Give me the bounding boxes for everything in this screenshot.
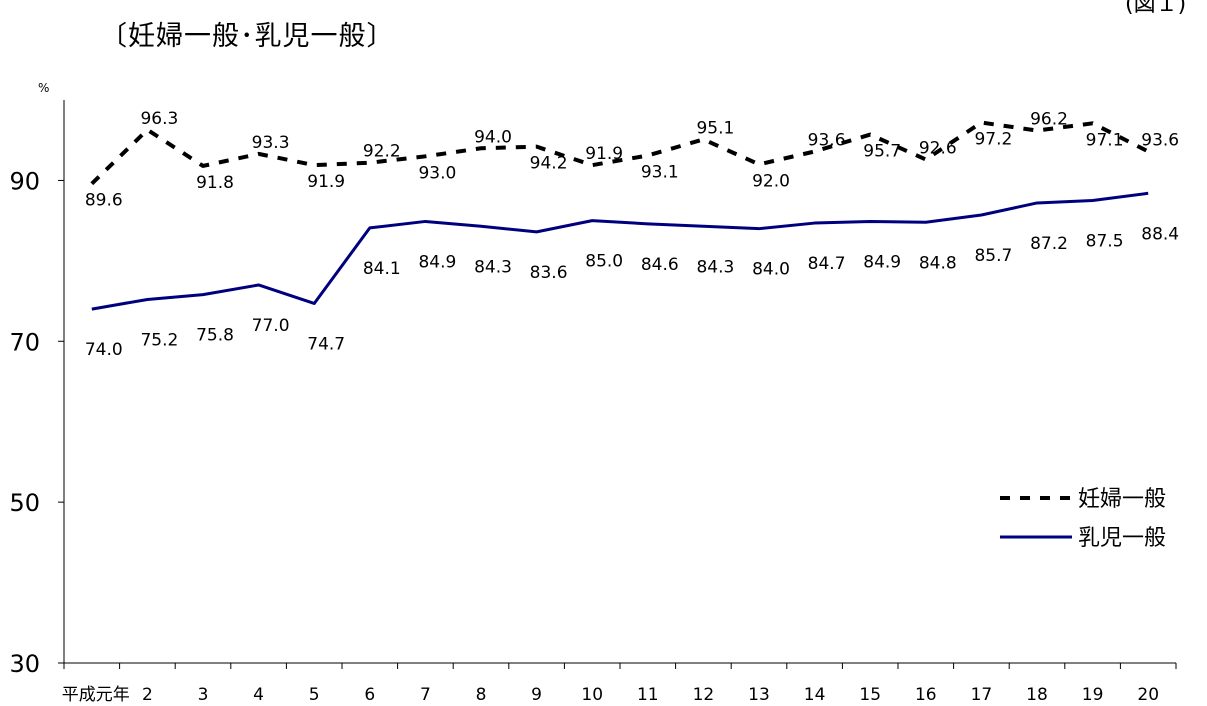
data-label: 85.0: [585, 252, 623, 272]
x-tick-label: 平成元年: [62, 685, 130, 705]
data-label: 94.2: [530, 154, 568, 174]
axes: % 30 50 70 90 平成元年 2 3 4 5 6 7 8 9 10 11 12 13 14 15 16 17 18 1…: [9, 81, 1177, 705]
x-tick-label: 20: [1137, 685, 1159, 705]
series-line-maternal: [90, 120, 1150, 186]
x-tick-label: 16: [915, 685, 937, 705]
x-tick-label: 7: [420, 685, 431, 705]
data-label: 96.3: [140, 109, 178, 129]
series-layer: [90, 120, 1150, 311]
y-tick-label: 70: [9, 328, 40, 356]
data-label: 84.8: [919, 253, 957, 273]
data-label: 91.9: [307, 172, 345, 192]
y-tick-label: 90: [9, 167, 40, 195]
data-label: 95.7: [863, 142, 901, 162]
data-label: 93.6: [808, 130, 846, 150]
data-label: 83.6: [530, 263, 568, 283]
y-tick-label: 30: [9, 650, 40, 678]
data-labels: 89.6 96.3 91.8 93.3 91.9 92.2 93.0 94.0 94.2 91.9…: [85, 109, 1179, 360]
data-label: 87.2: [1030, 234, 1068, 254]
x-tick-label: 6: [364, 685, 375, 705]
data-label: 93.0: [418, 163, 456, 183]
data-label: 92.2: [363, 142, 401, 162]
x-tick-label: 15: [859, 685, 881, 705]
x-tick-label: 18: [1026, 685, 1048, 705]
data-label: 74.7: [307, 334, 345, 354]
x-tick-label: 4: [253, 685, 264, 705]
data-label: 84.6: [641, 255, 679, 275]
data-label: 75.2: [140, 330, 178, 350]
x-tick-label: 11: [637, 685, 659, 705]
data-label: 96.2: [1030, 110, 1068, 130]
data-label: 88.4: [1141, 224, 1179, 244]
data-label: 84.9: [418, 252, 456, 272]
x-tick-label: 12: [693, 685, 715, 705]
data-label: 95.1: [696, 118, 734, 138]
x-tick-label: 14: [804, 685, 826, 705]
data-label: 97.1: [1086, 130, 1124, 150]
data-label: 84.3: [696, 257, 734, 277]
data-label: 93.3: [252, 133, 290, 153]
y-axis-unit-label: %: [38, 81, 49, 95]
data-label: 93.6: [1141, 130, 1179, 150]
x-tick-label: 3: [198, 685, 209, 705]
series-line-infant: [91, 191, 1149, 311]
data-label: 97.2: [974, 130, 1012, 150]
data-label: 87.5: [1086, 232, 1124, 252]
x-tick-label: 13: [748, 685, 770, 705]
x-tick-label: 10: [581, 685, 603, 705]
data-label: 94.0: [474, 127, 512, 147]
data-label: 91.8: [196, 173, 234, 193]
x-tick-label: 9: [531, 685, 542, 705]
x-tick-label: 5: [309, 685, 320, 705]
x-tick-label: 2: [142, 685, 153, 705]
legend-label: 妊婦一般: [1078, 487, 1166, 512]
x-tick-label: 19: [1082, 685, 1104, 705]
data-label: 84.1: [363, 259, 401, 279]
data-label: 85.7: [974, 246, 1012, 266]
data-label: 89.6: [85, 191, 123, 211]
data-label: 84.3: [474, 257, 512, 277]
data-label: 84.0: [752, 260, 790, 280]
data-label: 84.9: [863, 252, 901, 272]
data-label: 75.8: [196, 326, 234, 346]
data-label: 92.0: [752, 171, 790, 191]
data-label: 91.9: [585, 144, 623, 164]
legend-label: 乳児一般: [1078, 526, 1166, 551]
data-label: 84.7: [808, 254, 846, 274]
x-tick-label: 8: [476, 685, 487, 705]
data-label: 92.6: [919, 139, 957, 159]
x-tick-label: 17: [971, 685, 993, 705]
chart-title: 〔妊婦一般･乳児一般〕: [100, 21, 395, 52]
data-label: 93.1: [641, 162, 679, 182]
data-label: 74.0: [85, 340, 123, 360]
data-label: 77.0: [252, 316, 290, 336]
y-tick-label: 50: [9, 489, 40, 517]
figure-number-label: (図１): [1125, 0, 1187, 17]
